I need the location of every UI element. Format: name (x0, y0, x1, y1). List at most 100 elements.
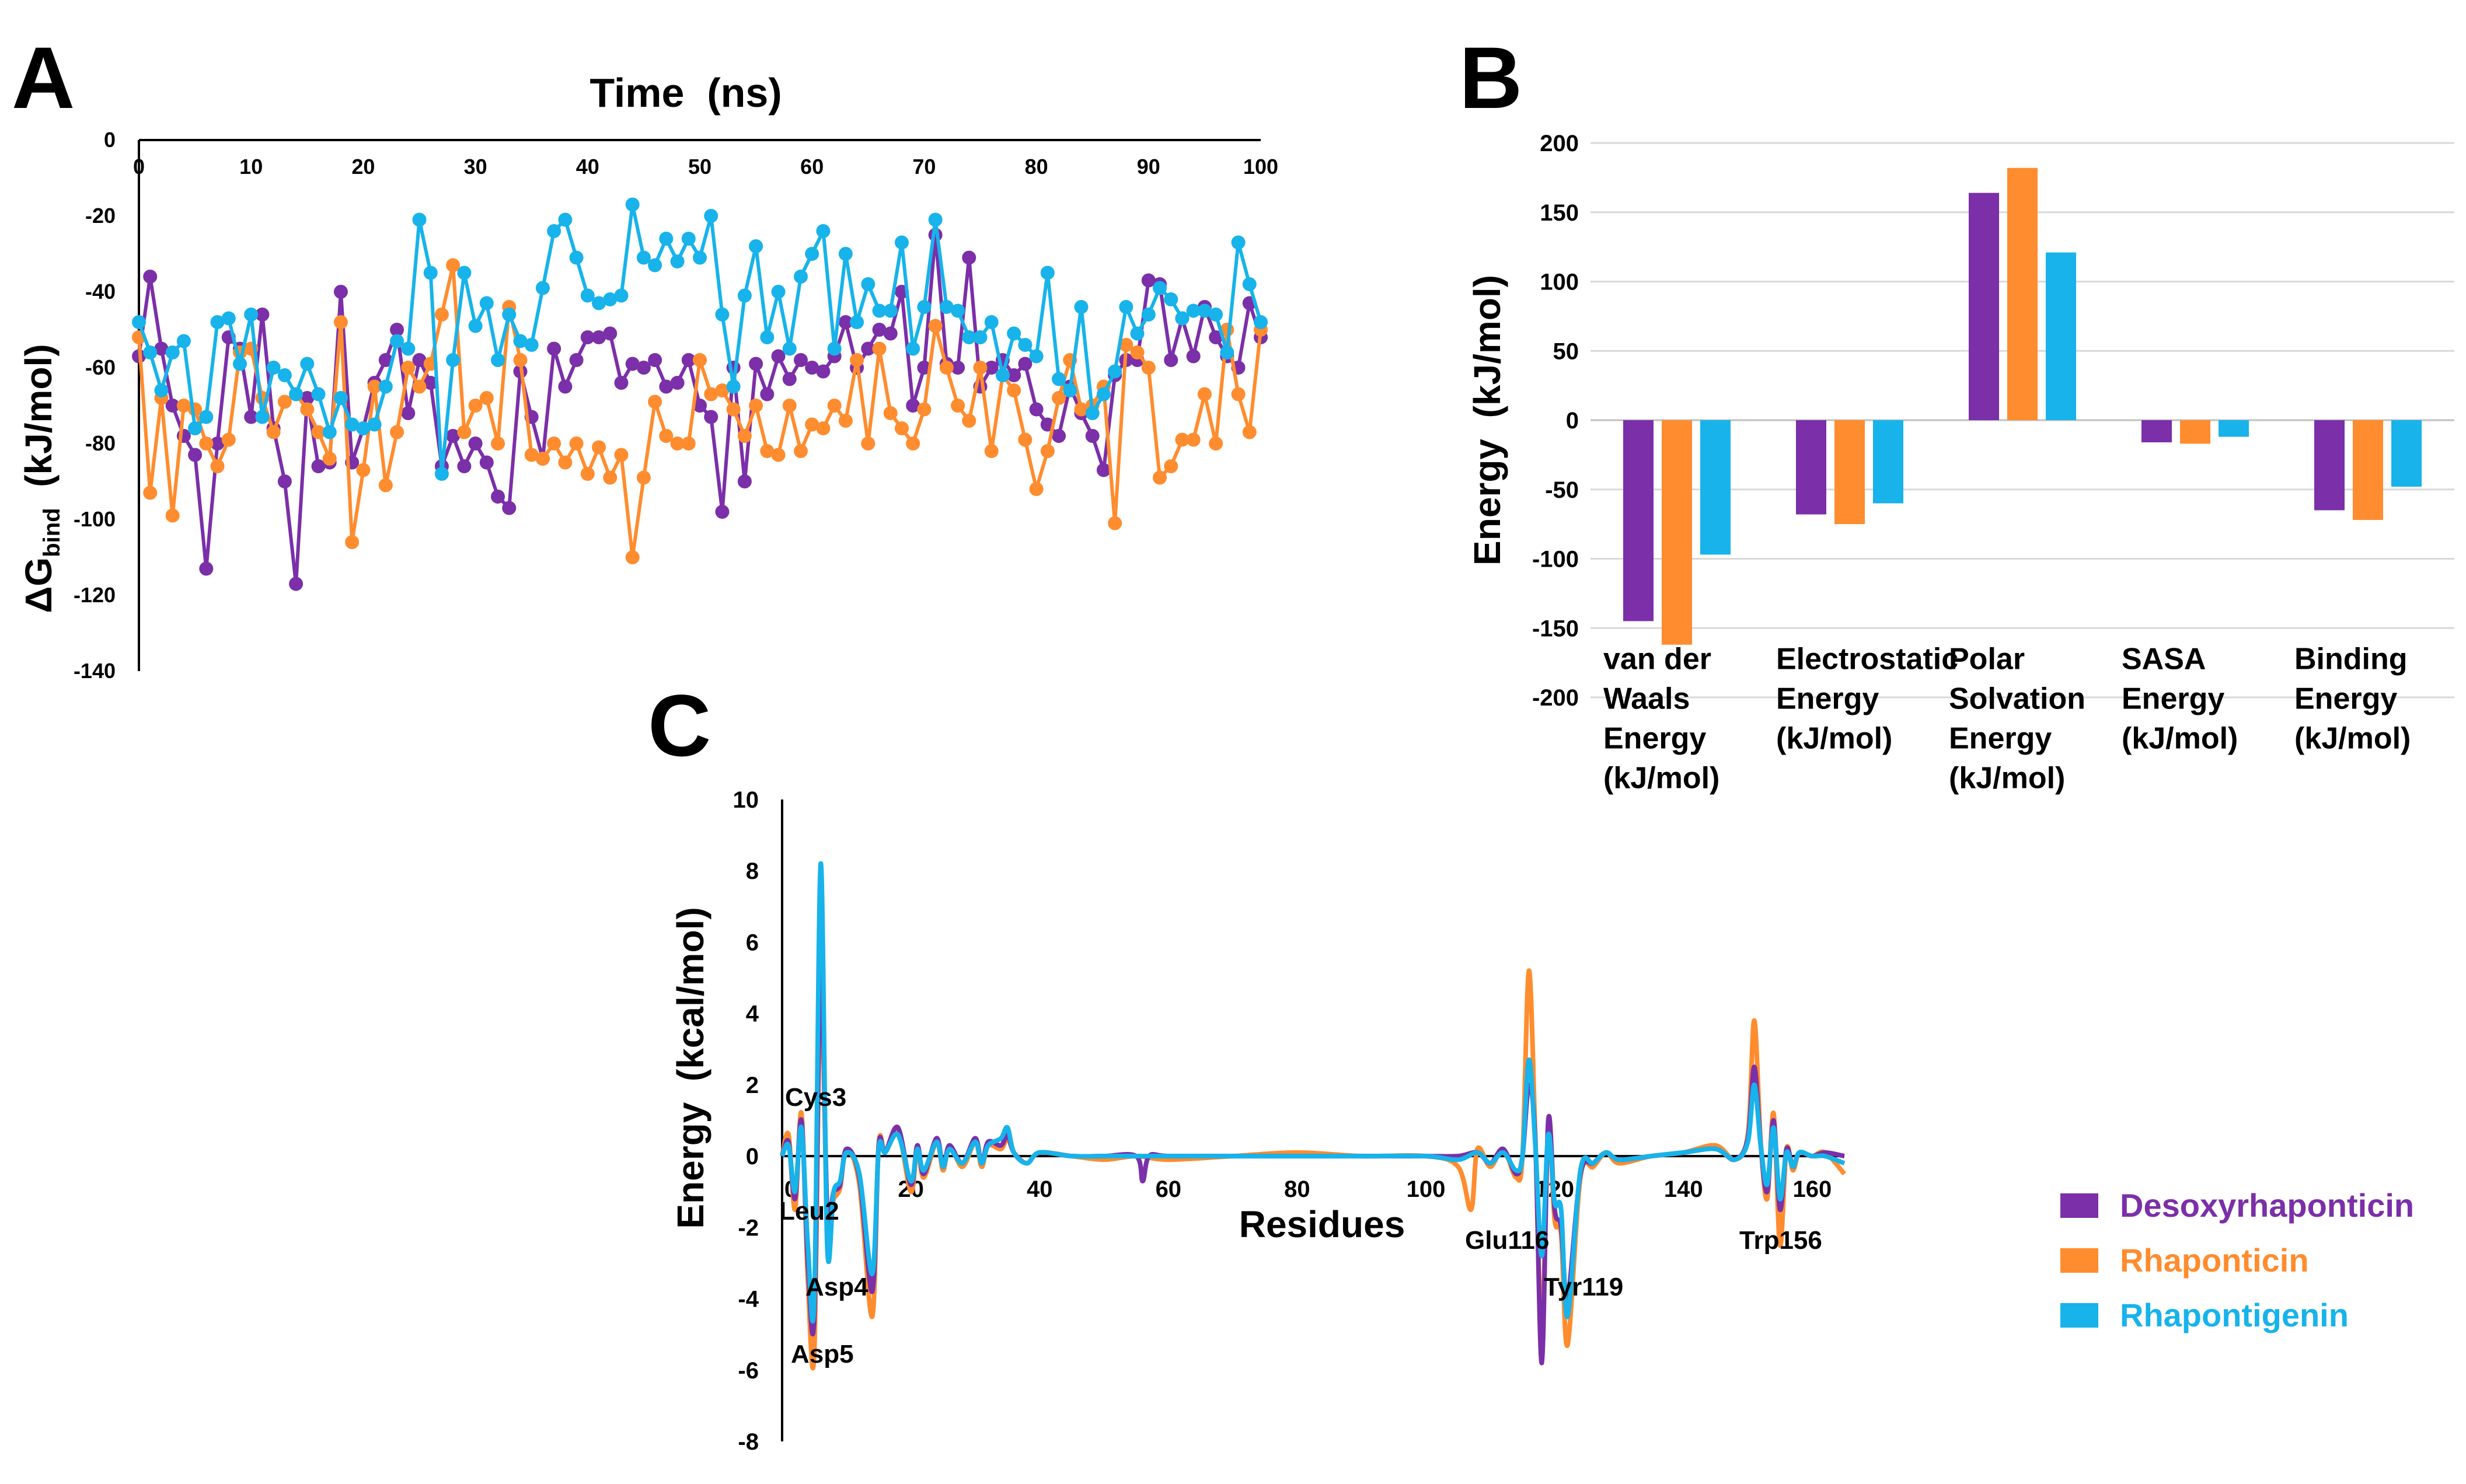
panel-a-point-desoxyrhaponticin (277, 474, 292, 488)
panel-a-point-desoxyrhaponticin (749, 357, 763, 371)
panel-a-point-desoxyrhaponticin (547, 341, 561, 356)
panel-a-point-desoxyrhaponticin (704, 410, 718, 424)
panel-a-point-rhapontigenin (850, 315, 864, 329)
panel-a-point-desoxyrhaponticin (648, 353, 662, 367)
panel-b-ylabel-text: Energy (kJ/mol) (1466, 275, 1508, 565)
panel-a-point-desoxyrhaponticin (401, 406, 416, 420)
panel-a-point-rhaponticin (401, 361, 416, 375)
panel-a-point-desoxyrhaponticin (1007, 368, 1021, 382)
panel-b-ytick-label: 200 (1540, 131, 1579, 156)
panel-a-point-rhapontigenin (289, 387, 304, 401)
panel-a-point-rhapontigenin (345, 417, 360, 432)
panel-a-point-desoxyrhaponticin (468, 437, 483, 451)
panel-a-title: Time (ns) (590, 70, 782, 116)
panel-a-point-desoxyrhaponticin (793, 353, 808, 367)
panel-a-ytick-label: -100 (74, 507, 116, 531)
panel-a-point-rhapontigenin (917, 300, 932, 314)
panel-a-point-rhaponticin (547, 437, 561, 451)
panel-c-ylabel: Energy (kcal/mol) (669, 907, 711, 1228)
panel-a-point-rhaponticin (749, 399, 763, 413)
panel-c-ytick-label: 8 (746, 858, 759, 884)
panel-a-point-rhapontigenin (670, 254, 685, 268)
panel-a-point-rhaponticin (636, 470, 651, 485)
panel-a-xtick-label: 10 (239, 155, 263, 179)
panel-a-xtick-label: 60 (800, 155, 824, 179)
panel-a-point-rhapontigenin (973, 330, 988, 344)
panel-a-point-desoxyrhaponticin (289, 577, 304, 591)
panel-a-point-rhapontigenin (367, 417, 382, 432)
panel-a-point-rhaponticin (491, 437, 505, 451)
panel-b-category-label: Solvation (1949, 682, 2085, 715)
panel-a-xtick-label: 30 (464, 155, 487, 179)
panel-a-point-rhapontigenin (322, 425, 337, 439)
panel-a-point-desoxyrhaponticin (603, 326, 618, 341)
panel-b-category-label: Energy (1603, 721, 1706, 755)
panel-a-point-rhaponticin (782, 399, 797, 413)
panel-a-point-rhaponticin (210, 459, 225, 473)
panel-a-point-rhaponticin (513, 353, 528, 367)
panel-a-point-rhapontigenin (524, 338, 539, 352)
panel-a-point-rhaponticin (412, 379, 427, 394)
panel-a-point-rhapontigenin (468, 319, 483, 333)
panel-a-point-rhaponticin (378, 478, 393, 493)
panel-a-ylabel-sub: bind (39, 508, 65, 557)
panel-a-point-rhapontigenin (266, 361, 281, 375)
panel-a-xtick-label: 40 (576, 155, 599, 179)
panel-a-point-rhapontigenin (401, 341, 416, 356)
panel-a-point-rhaponticin (1052, 391, 1066, 405)
panel-a-point-rhaponticin (917, 402, 932, 417)
panel-a-point-rhaponticin (872, 341, 887, 356)
panel-a-point-desoxyrhaponticin (457, 459, 472, 473)
panel-b-ylabel: Energy (kJ/mol) (1466, 275, 1508, 565)
panel-a-point-rhapontigenin (782, 341, 797, 356)
legend-swatch-rhapontigenin (2060, 1303, 2098, 1328)
panel-a-point-rhaponticin (322, 452, 337, 466)
panel-a-point-rhapontigenin (760, 330, 775, 344)
panel-a-point-rhapontigenin (580, 288, 595, 303)
panel-a-point-rhapontigenin (1040, 266, 1055, 280)
panel-b-category-label: Polar (1949, 642, 2025, 676)
panel-a-point-rhapontigenin (693, 250, 707, 265)
panel-a-point-rhapontigenin (793, 270, 808, 284)
panel-a-point-desoxyrhaponticin (378, 353, 393, 367)
panel-a-point-rhaponticin (1175, 432, 1190, 447)
panel-a-point-rhapontigenin (614, 288, 629, 303)
panel-a-point-desoxyrhaponticin (1164, 353, 1178, 367)
panel-a-ytick-label: -80 (85, 431, 116, 455)
legend-label-rhaponticin: Rhaponticin (2120, 1242, 2309, 1279)
panel-b-bar-desoxyrhaponticin (2141, 420, 2172, 442)
panel-a-ytick-label: 0 (104, 128, 116, 152)
panel-a-xtick-label: 0 (133, 155, 145, 179)
panel-a-point-desoxyrhaponticin (390, 323, 404, 337)
panel-a-point-desoxyrhaponticin (782, 372, 797, 386)
panel-a-point-rhaponticin (906, 437, 920, 451)
panel-a-xtick-label: 80 (1025, 155, 1048, 179)
panel-a-point-rhaponticin (894, 421, 909, 435)
panel-b-category-label: Binding (2294, 642, 2408, 676)
panel-a-point-rhaponticin (558, 455, 573, 470)
panel-a-point-rhaponticin (681, 437, 696, 451)
panel-b-ytick-label: 150 (1540, 200, 1579, 226)
panel-a-point-rhapontigenin (547, 224, 561, 238)
panel-a-point-rhapontigenin (277, 368, 292, 382)
panel-b-category-label: (kJ/mol) (1603, 761, 1719, 795)
panel-a-point-rhapontigenin (838, 247, 853, 261)
panel-a-point-rhaponticin (468, 399, 483, 413)
panel-a-point-rhapontigenin (165, 345, 180, 359)
panel-a-point-rhapontigenin (872, 303, 887, 318)
panel-a-point-rhapontigenin (906, 341, 920, 356)
panel-c-xtick-label: 160 (1792, 1176, 1832, 1202)
panel-a-point-rhaponticin (838, 414, 853, 428)
panel-b-bar-rhaponticin (2180, 420, 2210, 444)
panel-a-point-rhaponticin (625, 550, 640, 564)
panel-b-bar-desoxyrhaponticin (1796, 420, 1826, 515)
panel-a-point-desoxyrhaponticin (951, 361, 965, 375)
panel-a-point-rhapontigenin (962, 330, 976, 344)
panel-b-bar-rhapontigenin (2046, 252, 2076, 420)
panel-a-point-rhaponticin (1231, 387, 1246, 401)
panel-a-point-rhapontigenin (603, 292, 618, 306)
panel-a-point-rhapontigenin (805, 247, 819, 261)
panel-a-point-rhaponticin (1164, 459, 1178, 473)
panel-c-ytick-label: 2 (746, 1073, 759, 1098)
panel-a-point-rhapontigenin (749, 239, 763, 253)
